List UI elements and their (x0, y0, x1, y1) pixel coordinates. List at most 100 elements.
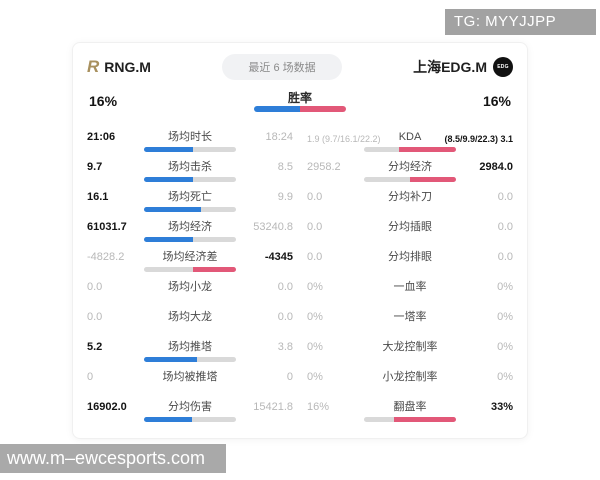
stat-label: 分均伤害 (168, 401, 212, 413)
stat-columns: 21:06 场均时长 18:24 9.7 场均击杀 8.5 16.1 场均死亡 … (87, 129, 513, 429)
tg-tag: TG: MYYJJPP (445, 9, 596, 35)
stat-value-left: 1.9 (9.7/16.1/22.2) (307, 134, 381, 144)
stat-bar (144, 267, 236, 272)
stat-row: 1.9 (9.7/16.1/22.2) KDA (8.5/9.9/22.3) 3… (307, 129, 513, 154)
stat-value-right: 53240.8 (253, 221, 293, 233)
stat-value-left: 0.0 (307, 221, 323, 233)
team-left[interactable]: R RNG.M (87, 57, 151, 77)
stat-value-left: 61031.7 (87, 221, 127, 233)
stat-value-left: 0.0 (307, 251, 323, 263)
stat-value-right: 2984.0 (479, 161, 513, 173)
stat-label: 分均经济 (388, 161, 432, 173)
stat-bar (144, 177, 236, 182)
stat-bar-right-segment (192, 267, 236, 272)
stat-bar-left-segment (144, 207, 202, 212)
stat-bar (144, 237, 236, 242)
stat-row: 0.0 场均大龙 0.0 (87, 309, 293, 334)
stat-bar-left-segment (144, 177, 193, 182)
stat-bar-right-segment (201, 207, 236, 212)
stat-bar (364, 417, 456, 422)
stat-value-left: 0% (307, 311, 323, 323)
stat-row: 0 场均被推塔 0 (87, 369, 293, 394)
winrate-label: 胜率 (287, 91, 313, 105)
stat-label: 场均推塔 (168, 341, 212, 353)
stat-label: 场均经济 (168, 221, 212, 233)
stat-bar-left-segment (144, 417, 192, 422)
stat-value-right: 0.0 (497, 221, 513, 233)
stat-bar (144, 357, 236, 362)
stat-bar-right-segment (398, 147, 456, 152)
stat-bar-left-segment (144, 357, 198, 362)
winrate-bar (254, 106, 346, 112)
stat-label: 场均被推塔 (162, 371, 218, 383)
header: R RNG.M 最近 6 场数据 上海EDG.M EDG (87, 53, 513, 81)
stat-bar-left-segment (144, 147, 193, 152)
stat-label: 小龙控制率 (382, 371, 438, 383)
stat-value-right: 0% (497, 311, 513, 323)
stats-card: R RNG.M 最近 6 场数据 上海EDG.M EDG 16% 胜率 16% … (72, 42, 528, 439)
stat-bar-right-segment (192, 237, 236, 242)
stat-value-right: -4345 (264, 251, 293, 263)
stat-bar-left-segment (364, 417, 395, 422)
stat-value-left: 0.0 (87, 281, 103, 293)
stat-bar-left-segment (364, 147, 399, 152)
stat-value-right: 9.9 (277, 191, 293, 203)
edg-logo-icon: EDG (492, 57, 513, 77)
stat-value-left: -4828.2 (87, 251, 125, 263)
stat-row: 16902.0 分均伤害 15421.8 (87, 399, 293, 424)
stat-value-right: 0 (286, 371, 293, 383)
stat-label: 场均击杀 (168, 161, 212, 173)
stat-value-right: 0.0 (497, 191, 513, 203)
stat-row: 21:06 场均时长 18:24 (87, 129, 293, 154)
stat-value-left: 0% (307, 371, 323, 383)
stat-row: 16.1 场均死亡 9.9 (87, 189, 293, 214)
stat-label: 场均经济差 (162, 251, 218, 263)
stat-value-left: 0.0 (87, 311, 103, 323)
stat-bar (364, 147, 456, 152)
stat-label: 场均大龙 (168, 311, 212, 323)
stat-bar-left-segment (144, 237, 193, 242)
stat-row: 0.0 分均排眼 0.0 (307, 249, 513, 274)
stat-label: 翻盘率 (393, 401, 427, 413)
team-right[interactable]: 上海EDG.M EDG (413, 57, 513, 77)
stat-bar-right-segment (394, 417, 456, 422)
stat-value-left: 16902.0 (87, 401, 127, 413)
winrate-row: 16% 胜率 16% (87, 89, 513, 119)
stat-value-left: 21:06 (87, 131, 116, 143)
stat-value-left: 5.2 (87, 341, 103, 353)
stat-label: 分均排眼 (388, 251, 432, 263)
winrate-right-value: 16% (482, 93, 511, 109)
stat-column-right: 1.9 (9.7/16.1/22.2) KDA (8.5/9.9/22.3) 3… (307, 129, 513, 429)
winrate-left-value: 16% (89, 93, 118, 109)
stat-bar-left-segment (364, 177, 410, 182)
stat-label: 大龙控制率 (382, 341, 438, 353)
stat-value-left: 0.0 (307, 191, 323, 203)
stat-row: 61031.7 场均经济 53240.8 (87, 219, 293, 244)
stat-label: KDA (398, 131, 422, 143)
team-left-name: RNG.M (104, 59, 151, 75)
stat-bar-left-segment (144, 267, 193, 272)
stat-column-left: 21:06 场均时长 18:24 9.7 场均击杀 8.5 16.1 场均死亡 … (87, 129, 293, 429)
stat-bar-right-segment (410, 177, 456, 182)
stat-value-left: 16.1 (87, 191, 109, 203)
winrate-bar-right-segment (300, 106, 346, 112)
stat-row: 5.2 场均推塔 3.8 (87, 339, 293, 364)
stat-row: 0.0 场均小龙 0.0 (87, 279, 293, 304)
period-pill-button[interactable]: 最近 6 场数据 (222, 54, 342, 80)
stat-row: 16% 翻盘率 33% (307, 399, 513, 424)
stat-bar-right-segment (191, 417, 236, 422)
stat-row: 9.7 场均击杀 8.5 (87, 159, 293, 184)
stat-value-right: 0.0 (497, 251, 513, 263)
watermark: www.m–ewcesports.com (0, 444, 226, 473)
stat-row: 2958.2 分均经济 2984.0 (307, 159, 513, 184)
stat-label: 场均时长 (168, 131, 212, 143)
stat-row: -4828.2 场均经济差 -4345 (87, 249, 293, 274)
stat-value-right: 3.8 (277, 341, 293, 353)
winrate-bar-left-segment (254, 106, 300, 112)
stat-label: 分均插眼 (388, 221, 432, 233)
stat-value-right: 8.5 (277, 161, 293, 173)
stat-row: 0% 一血率 0% (307, 279, 513, 304)
stat-row: 0% 大龙控制率 0% (307, 339, 513, 364)
stat-value-right: 0.0 (277, 311, 293, 323)
team-right-name: 上海EDG.M (413, 59, 487, 75)
